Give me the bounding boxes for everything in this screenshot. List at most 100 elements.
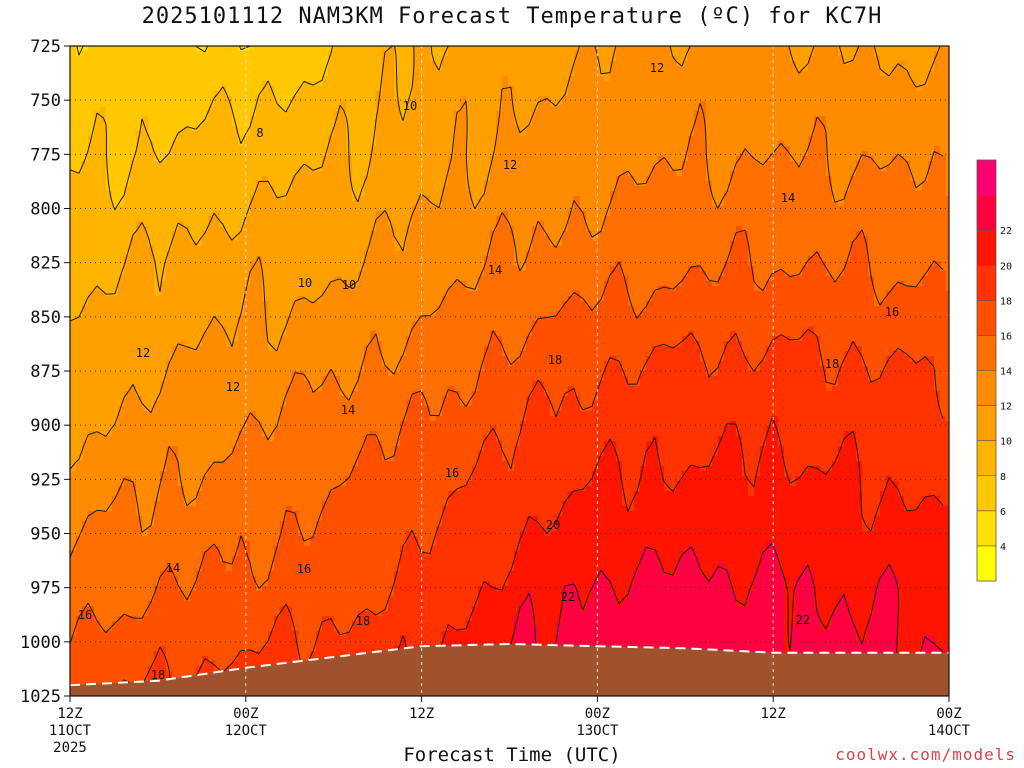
heat-cell: [298, 176, 305, 182]
heat-cell: [280, 356, 287, 362]
heat-cell: [76, 391, 83, 397]
heat-cell: [244, 586, 251, 592]
heat-cell: [142, 651, 149, 657]
heat-cell: [112, 641, 119, 647]
heat-cell: [118, 536, 125, 542]
heat-cell: [268, 551, 275, 557]
heat-cell: [274, 196, 281, 202]
heat-cell: [286, 171, 293, 177]
heat-cell: [286, 311, 293, 317]
heat-cell: [292, 601, 299, 607]
heat-cell: [142, 426, 149, 432]
heat-cell: [280, 456, 287, 462]
heat-cell: [154, 216, 161, 222]
heat-cell: [148, 546, 155, 552]
heat-cell: [244, 511, 251, 517]
heat-cell: [220, 156, 227, 162]
heat-cell: [88, 196, 95, 202]
heat-cell: [160, 646, 167, 652]
heat-cell: [100, 101, 107, 107]
heat-cell: [118, 631, 125, 637]
heat-cell: [76, 516, 83, 522]
heat-cell: [244, 356, 251, 362]
heat-cell: [298, 216, 305, 222]
heat-cell: [76, 401, 83, 407]
heat-cell: [94, 651, 101, 657]
heat-cell: [238, 556, 245, 562]
heat-cell: [100, 301, 107, 307]
heat-cell: [124, 221, 131, 227]
heat-cell: [244, 341, 251, 347]
heat-cell: [94, 416, 101, 422]
heat-cell: [244, 446, 251, 452]
heat-cell: [220, 601, 227, 607]
heat-cell: [88, 526, 95, 532]
heat-cell: [298, 221, 305, 227]
heat-cell: [100, 631, 107, 637]
heat-cell: [172, 166, 179, 172]
heat-cell: [136, 591, 143, 597]
heat-cell: [178, 281, 185, 287]
heat-cell: [250, 356, 257, 362]
heat-cell: [220, 381, 227, 387]
heat-cell: [262, 81, 269, 87]
heat-cell: [214, 541, 221, 547]
heat-cell: [82, 146, 89, 152]
heat-cell: [208, 56, 215, 62]
heat-cell: [274, 581, 281, 587]
heat-cell: [154, 206, 161, 212]
heat-cell: [292, 606, 299, 612]
heat-cell: [256, 146, 263, 152]
heat-cell: [178, 341, 185, 347]
heat-cell: [88, 621, 95, 627]
heat-cell: [232, 401, 239, 407]
heat-cell: [250, 556, 257, 562]
heat-cell: [214, 341, 221, 347]
heat-cell: [280, 241, 287, 247]
heat-cell: [244, 431, 251, 437]
heat-cell: [154, 141, 161, 147]
heat-cell: [94, 636, 101, 642]
heat-cell: [88, 441, 95, 447]
heat-cell: [280, 136, 287, 142]
heat-cell: [118, 266, 125, 272]
heat-cell: [148, 216, 155, 222]
heat-cell: [274, 476, 281, 482]
heat-cell: [172, 551, 179, 557]
heat-cell: [172, 411, 179, 417]
heat-cell: [178, 46, 185, 52]
heat-cell: [82, 271, 89, 277]
heat-cell: [76, 66, 83, 72]
heat-cell: [130, 211, 137, 217]
heat-cell: [202, 646, 209, 652]
heat-cell: [280, 626, 287, 632]
heat-cell: [202, 506, 209, 512]
heat-cell: [172, 431, 179, 437]
heat-cell: [124, 331, 131, 337]
heat-cell: [250, 426, 257, 432]
heat-cell: [70, 381, 77, 387]
heat-cell: [220, 486, 227, 492]
heat-cell: [286, 331, 293, 337]
heat-cell: [136, 636, 143, 642]
heat-cell: [166, 231, 173, 237]
heat-cell: [136, 276, 143, 282]
heat-cell: [154, 51, 161, 57]
heat-cell: [70, 126, 77, 132]
heat-cell: [94, 51, 101, 57]
heat-cell: [232, 431, 239, 437]
heat-cell: [274, 611, 281, 617]
heat-cell: [82, 321, 89, 327]
heat-cell: [292, 61, 299, 67]
heat-cell: [82, 96, 89, 102]
heat-cell: [244, 76, 251, 82]
heat-cell: [148, 251, 155, 257]
heat-cell: [70, 571, 77, 577]
heat-cell: [94, 491, 101, 497]
heat-cell: [268, 91, 275, 97]
heat-cell: [268, 421, 275, 427]
heat-cell: [100, 281, 107, 287]
heat-cell: [286, 271, 293, 277]
heat-cell: [202, 556, 209, 562]
